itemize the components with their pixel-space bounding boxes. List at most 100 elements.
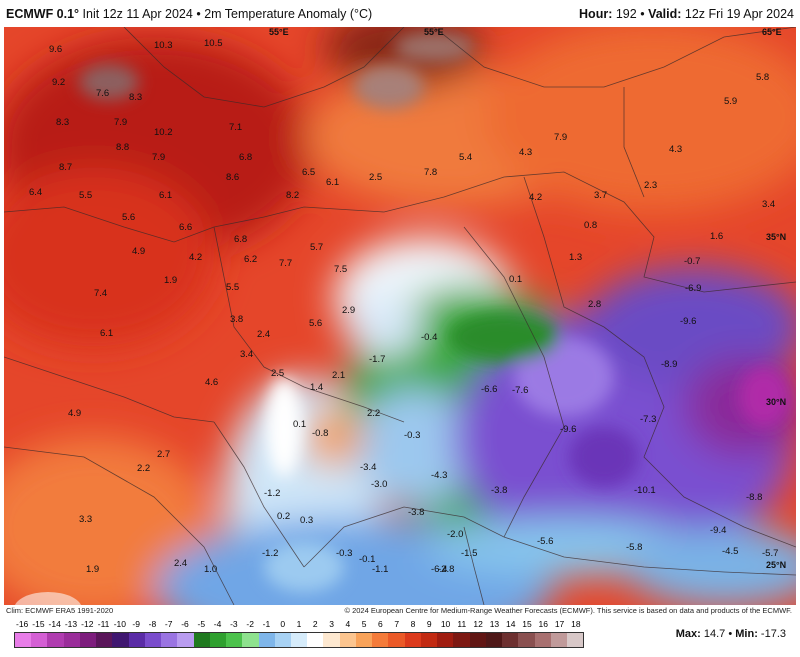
value-label: 2.8 (588, 299, 601, 310)
header-separator-2: • (640, 7, 644, 21)
value-label: 3.4 (762, 199, 775, 210)
value-label: -7.3 (640, 414, 656, 425)
value-label: -8.8 (746, 492, 762, 503)
max-min: Max: 14.7 • Min: -17.3 (676, 628, 786, 640)
value-label: 0.3 (300, 515, 313, 526)
value-label: 7.7 (279, 258, 292, 269)
color-scale: -16-15-14-13-12-11-10-9-8-7-6-5-4-3-2-10… (14, 619, 584, 655)
value-label: 1.9 (164, 275, 177, 286)
field-name: 2m Temperature Anomaly (°C) (204, 7, 372, 21)
value-label: -5.8 (626, 542, 642, 553)
scale-swatch (96, 633, 112, 647)
value-label: 3.4 (240, 349, 253, 360)
value-label: 7.8 (424, 167, 437, 178)
value-label: 10.5 (204, 38, 223, 49)
coord-65e: 65°E (762, 27, 782, 37)
value-label: 2.4 (174, 558, 187, 569)
value-label: 4.9 (132, 246, 145, 257)
value-label: -0.3 (336, 548, 352, 559)
scale-swatch (291, 633, 307, 647)
scale-swatch (259, 633, 275, 647)
value-label: 0.1 (509, 274, 522, 285)
map-svg: 9.610.310.59.27.68.38.37.910.27.18.87.98… (4, 27, 796, 605)
scale-tick-label: 8 (411, 619, 416, 629)
scale-swatch (226, 633, 242, 647)
scale-swatch (405, 633, 421, 647)
scale-tick-label: 4 (345, 619, 350, 629)
value-label: 3.7 (594, 190, 607, 201)
value-label: 1.9 (86, 564, 99, 575)
scale-swatch (535, 633, 551, 647)
value-label: 1.3 (569, 252, 582, 263)
value-label: -9.4 (710, 525, 726, 536)
scale-tick-label: 3 (329, 619, 334, 629)
value-label: 8.8 (116, 142, 129, 153)
scale-swatch (161, 633, 177, 647)
valid-label: Valid: (648, 7, 681, 21)
value-label: 0.2 (277, 511, 290, 522)
scale-swatch (421, 633, 437, 647)
scale-bar (14, 632, 584, 648)
scale-tick-label: -3 (230, 619, 238, 629)
value-label: 6.1 (326, 177, 339, 188)
value-label: 8.3 (56, 117, 69, 128)
value-label: 2.5 (369, 172, 382, 183)
scale-swatch (210, 633, 226, 647)
scale-swatch (307, 633, 323, 647)
scale-swatch (388, 633, 404, 647)
header-right: Hour: 192 • Valid: 12z Fri 19 Apr 2024 (579, 7, 794, 21)
value-label: 1.6 (710, 231, 723, 242)
value-label: -1.7 (369, 354, 385, 365)
min-label: Min: (735, 628, 758, 640)
value-label: 2.7 (157, 449, 170, 460)
scale-swatch (518, 633, 534, 647)
value-label: 5.4 (459, 152, 472, 163)
clim-credit: Clim: ECMWF ERA5 1991-2020 (6, 606, 113, 615)
header-left: ECMWF 0.1° Init 12z 11 Apr 2024 • 2m Tem… (6, 7, 372, 21)
value-label: 2.9 (342, 305, 355, 316)
scale-tick-label: 10 (441, 619, 450, 629)
coord-55e: 55°E (269, 27, 289, 37)
value-label: 7.6 (96, 88, 109, 99)
value-label: 2.3 (644, 180, 657, 191)
scale-swatch (323, 633, 339, 647)
value-label: 4.9 (68, 408, 81, 419)
value-label: 0.8 (584, 220, 597, 231)
hour-label: Hour: (579, 7, 612, 21)
scale-tick-label: -5 (198, 619, 206, 629)
value-label: 6.1 (159, 190, 172, 201)
value-label: 2.2 (367, 408, 380, 419)
value-label: -2.8 (438, 564, 454, 575)
value-label: 5.5 (79, 190, 92, 201)
scale-tick-label: -9 (132, 619, 140, 629)
scale-swatch (356, 633, 372, 647)
scale-ticks: -16-15-14-13-12-11-10-9-8-7-6-5-4-3-2-10… (14, 619, 584, 631)
value-label: 5.9 (724, 96, 737, 107)
value-label: -8.9 (661, 359, 677, 370)
value-label: 4.2 (189, 252, 202, 263)
value-label: 6.5 (302, 167, 315, 178)
value-label: 9.6 (49, 44, 62, 55)
model-name: ECMWF 0.1° (6, 7, 79, 21)
value-label: -3.8 (491, 485, 507, 496)
value-label: 10.2 (154, 127, 173, 138)
copyright-credit: © 2024 European Centre for Medium-Range … (344, 606, 792, 615)
value-label: 1.0 (204, 564, 217, 575)
value-label: 6.4 (29, 187, 42, 198)
value-label: -0.7 (684, 256, 700, 267)
scale-tick-label: 5 (362, 619, 367, 629)
value-label: 6.6 (179, 222, 192, 233)
scale-tick-label: 6 (378, 619, 383, 629)
value-label: 10.3 (154, 40, 173, 51)
scale-swatch (551, 633, 567, 647)
scale-swatch (80, 633, 96, 647)
value-label: 7.4 (94, 288, 107, 299)
hour-value: 192 (616, 7, 637, 21)
valid-value: 12z Fri 19 Apr 2024 (685, 7, 794, 21)
value-label: 2.1 (332, 370, 345, 381)
scale-tick-label: -8 (149, 619, 157, 629)
value-label: 2.4 (257, 329, 270, 340)
value-label: 6.8 (239, 152, 252, 163)
coord-30n: 30°N (766, 397, 786, 407)
scale-swatch (502, 633, 518, 647)
